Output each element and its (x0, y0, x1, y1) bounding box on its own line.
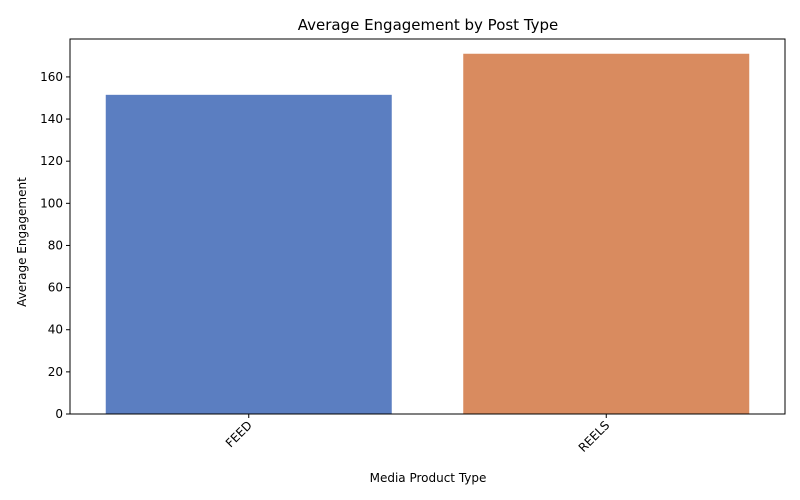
plot-frame (69, 38, 786, 415)
y-tick-label: 100 (40, 196, 63, 210)
y-tick-label: 40 (48, 323, 63, 337)
y-tick-label: 120 (40, 154, 63, 168)
x-tick-label-feed: FEED (223, 418, 255, 450)
x-tick-label-reels: REELS (576, 418, 613, 455)
y-tick-label: 0 (55, 407, 63, 421)
chart-title: Average Engagement by Post Type (298, 16, 559, 34)
x-axis-ticks: FEED REELS (223, 414, 613, 455)
bars (105, 53, 750, 415)
bar-feed (105, 94, 392, 415)
y-axis-label: Average Engagement (15, 177, 29, 307)
y-tick-label: 80 (48, 238, 63, 252)
y-axis-ticks: 0 20 40 60 80 100 120 140 160 (40, 70, 70, 421)
y-tick-label: 140 (40, 112, 63, 126)
y-tick-label: 20 (48, 365, 63, 379)
y-tick-label: 160 (40, 70, 63, 84)
y-tick-label: 60 (48, 281, 63, 295)
x-axis-label: Media Product Type (370, 471, 487, 485)
bar-reels (463, 53, 750, 414)
